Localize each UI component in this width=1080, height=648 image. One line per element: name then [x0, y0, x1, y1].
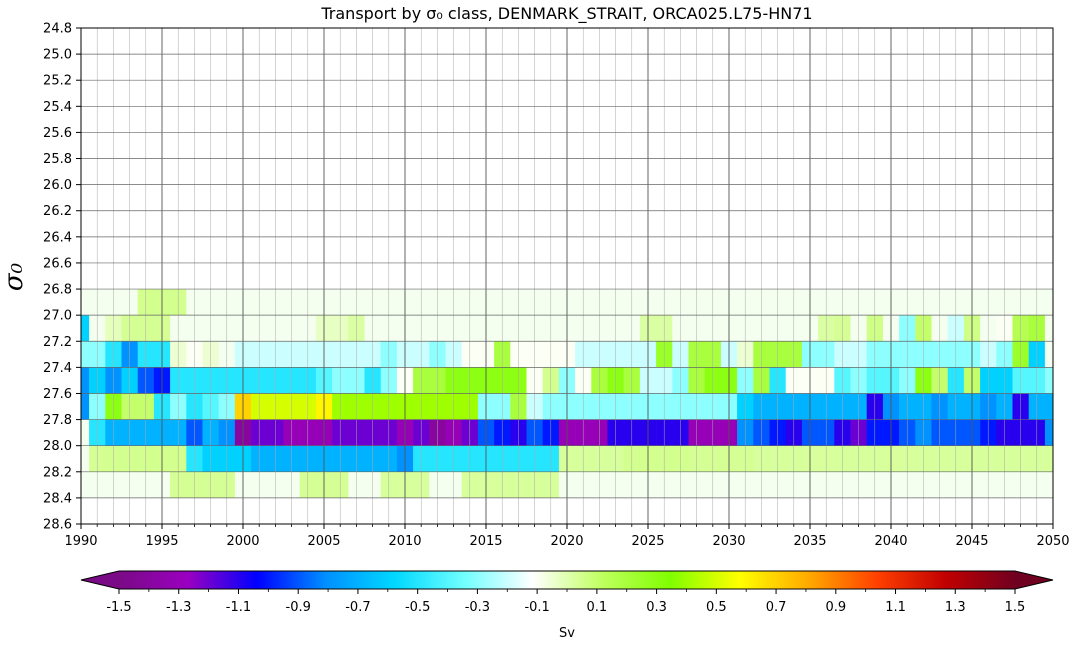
- chart-title: Transport by σ₀ class, DENMARK_STRAIT, O…: [320, 4, 812, 24]
- y-tick-label: 26.0: [43, 178, 72, 193]
- colorbar-tick-label: -0.5: [405, 600, 430, 615]
- colorbar-tick-label: 1.3: [945, 600, 966, 615]
- x-tick-label: 2020: [550, 534, 583, 549]
- y-tick-label: 28.2: [43, 465, 72, 480]
- colorbar-units-label: Sv: [559, 626, 575, 641]
- colorbar-tick-label: -1.3: [166, 600, 191, 615]
- y-tick-label: 25.2: [43, 74, 72, 89]
- y-tick-label: 25.0: [43, 48, 72, 63]
- heatmap-cell: [81, 419, 90, 446]
- colorbar-gradient: [119, 571, 1015, 589]
- colorbar-tick-label: 0.9: [825, 600, 846, 615]
- y-tick-label: 28.6: [43, 518, 72, 533]
- heatmap-cell: [1044, 341, 1054, 368]
- colorbar-tick-label: 0.3: [646, 600, 667, 615]
- x-tick-label: 2045: [955, 534, 988, 549]
- heatmap-cell: [1044, 471, 1054, 498]
- x-tick-label: 2005: [307, 534, 340, 549]
- y-tick-label: 26.2: [43, 204, 72, 219]
- colorbar: -1.5 -1.3 -1.1 -0.9 -0.7 -0.5 -0.3 -0.1 0.1 0.3 0.…: [80, 570, 1054, 641]
- y-axis-label: σ₀: [0, 262, 29, 291]
- colorbar-tick-label: -0.1: [524, 600, 549, 615]
- y-tick-label: 25.4: [43, 100, 72, 115]
- heatmap-cell: [1044, 393, 1054, 420]
- y-tick-label: 24.8: [43, 22, 72, 37]
- y-tick-label: 27.0: [43, 309, 72, 324]
- y-tick-label: 28.4: [43, 491, 72, 506]
- colorbar-tick-label: 1.1: [885, 600, 906, 615]
- y-tick-label: 26.8: [43, 283, 72, 298]
- x-tick-label: 2000: [226, 534, 259, 549]
- y-tick-label: 25.8: [43, 152, 72, 167]
- colorbar-extend-low: [81, 571, 119, 589]
- heatmap-cell: [81, 289, 90, 316]
- heatmap-plot: 1990 1995 2000 2005 2010 2015 2020 2025 2030 2035…: [43, 22, 1070, 550]
- y-tick-label: 27.8: [43, 413, 72, 428]
- y-tick-label: 27.4: [43, 361, 72, 376]
- colorbar-tick-label: -0.3: [465, 600, 490, 615]
- colorbar-tick-label: 0.5: [706, 600, 727, 615]
- heatmap-cell: [81, 445, 90, 472]
- y-tick-label: 26.6: [43, 256, 72, 271]
- x-tick-label: 1995: [145, 534, 178, 549]
- colorbar-tick-label: -0.7: [345, 600, 370, 615]
- colorbar-extend-high: [1015, 571, 1053, 589]
- colorbar-tick-label: -0.9: [286, 600, 311, 615]
- colorbar-tick-label: 1.5: [1005, 600, 1026, 615]
- y-tick-label: 25.6: [43, 126, 72, 141]
- colorbar-tick-label: 0.1: [587, 600, 608, 615]
- heatmap-cell: [1044, 367, 1054, 394]
- heatmap-cell: [1044, 315, 1054, 342]
- y-axis-ticks: 24.8 25.0 25.2 25.4 25.6 25.8 26.0 26.2 26.4 26.6…: [43, 22, 81, 533]
- x-tick-label: 2010: [388, 534, 421, 549]
- heatmap-cell: [81, 341, 90, 368]
- x-tick-label: 2030: [712, 534, 745, 549]
- x-tick-label: 2050: [1036, 534, 1069, 549]
- heatmap-cell: [1044, 419, 1054, 446]
- colorbar-tick-label: -1.1: [226, 600, 251, 615]
- heatmap-cell: [81, 393, 90, 420]
- y-tick-label: 27.6: [43, 387, 72, 402]
- colorbar-tick-label: -1.5: [106, 600, 131, 615]
- heatmap-cell: [81, 367, 90, 394]
- y-tick-label: 28.0: [43, 439, 72, 454]
- colorbar-tick-label: 0.7: [766, 600, 787, 615]
- minor-grid: [96, 28, 1038, 524]
- x-tick-label: 2035: [793, 534, 826, 549]
- y-tick-label: 27.2: [43, 335, 72, 350]
- x-tick-label: 1990: [64, 534, 97, 549]
- y-tick-label: 26.4: [43, 230, 72, 245]
- x-tick-label: 2015: [469, 534, 502, 549]
- heatmap-cell: [1044, 445, 1054, 472]
- x-axis-ticks: 1990 1995 2000 2005 2010 2015 2020 2025 2030 2035…: [64, 524, 1070, 549]
- heatmap-cell: [81, 315, 90, 342]
- heatmap-cell: [1044, 289, 1054, 316]
- x-tick-label: 2025: [631, 534, 664, 549]
- colorbar-ticks: -1.5 -1.3 -1.1 -0.9 -0.7 -0.5 -0.3 -0.1 0.1 0.3 0.…: [106, 589, 1025, 615]
- heatmap-cell: [81, 471, 90, 498]
- x-tick-label: 2040: [874, 534, 907, 549]
